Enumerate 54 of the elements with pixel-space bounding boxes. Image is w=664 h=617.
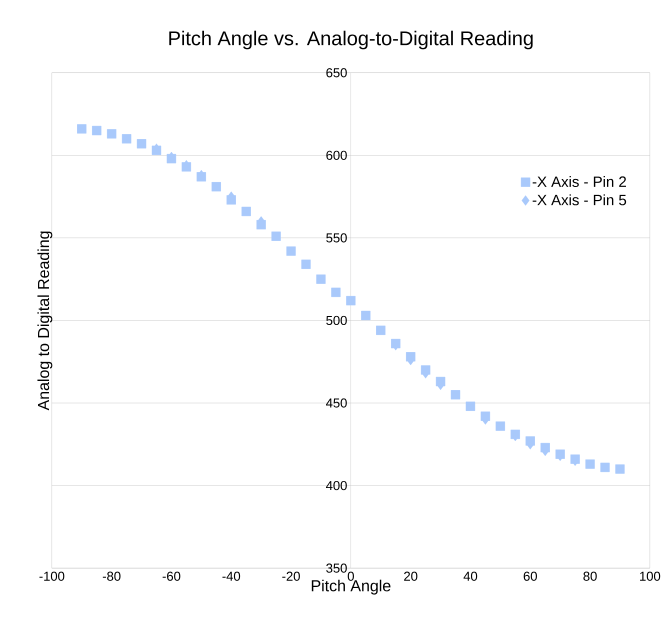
point	[92, 126, 102, 136]
point	[466, 402, 476, 412]
x-tick-label: -20	[282, 572, 300, 581]
point	[450, 390, 460, 400]
x-tick-label: 80	[583, 572, 597, 581]
point	[331, 288, 341, 298]
x-tick-label: -60	[162, 572, 180, 581]
y-tick-label: 450	[326, 398, 347, 408]
point	[271, 232, 281, 241]
y-tick-label: 650	[326, 68, 347, 78]
x-tick-label: 0	[348, 572, 354, 581]
y-tick-label: 600	[326, 150, 347, 160]
point	[301, 260, 311, 269]
point	[226, 195, 236, 205]
legend-label: -X Axis - Pin 2	[532, 176, 626, 188]
point	[196, 172, 206, 182]
point	[615, 464, 625, 474]
x-tick-label: -100	[39, 572, 64, 581]
point	[406, 352, 416, 362]
point	[212, 182, 221, 192]
point	[540, 442, 550, 452]
point	[555, 450, 565, 459]
x-tick-label: -40	[222, 572, 240, 581]
y-tick-label: 500	[326, 316, 347, 326]
point	[122, 134, 132, 144]
point	[256, 220, 266, 230]
y-axis-title: Analog to Digital Reading	[37, 232, 52, 410]
point	[242, 206, 251, 216]
point	[585, 459, 595, 469]
chart-title: Pitch Angle vs. Analog-to-Digital Reading	[169, 30, 533, 50]
legend-label: -X Axis - Pin 5	[532, 194, 626, 206]
point	[286, 246, 296, 256]
x-axis-title: Pitch Angle	[312, 580, 390, 595]
x-tick-label: 60	[524, 572, 537, 581]
x-tick-label: 100	[640, 572, 660, 581]
x-tick-label: 40	[464, 572, 478, 581]
y-tick-label: 350	[326, 564, 347, 573]
point	[361, 310, 370, 320]
point	[436, 376, 446, 386]
y-tick-label: 550	[326, 233, 347, 242]
point	[106, 129, 116, 139]
point	[480, 412, 490, 421]
x-tick-label: 20	[404, 572, 418, 581]
point	[420, 365, 430, 375]
point	[526, 436, 535, 446]
point	[346, 296, 356, 306]
x-tick-label: -80	[102, 572, 120, 581]
point	[316, 274, 326, 284]
point	[496, 421, 506, 431]
point	[136, 139, 146, 148]
point	[376, 326, 386, 336]
y-tick-label: 400	[326, 480, 347, 490]
point	[77, 124, 86, 134]
point	[600, 462, 610, 472]
